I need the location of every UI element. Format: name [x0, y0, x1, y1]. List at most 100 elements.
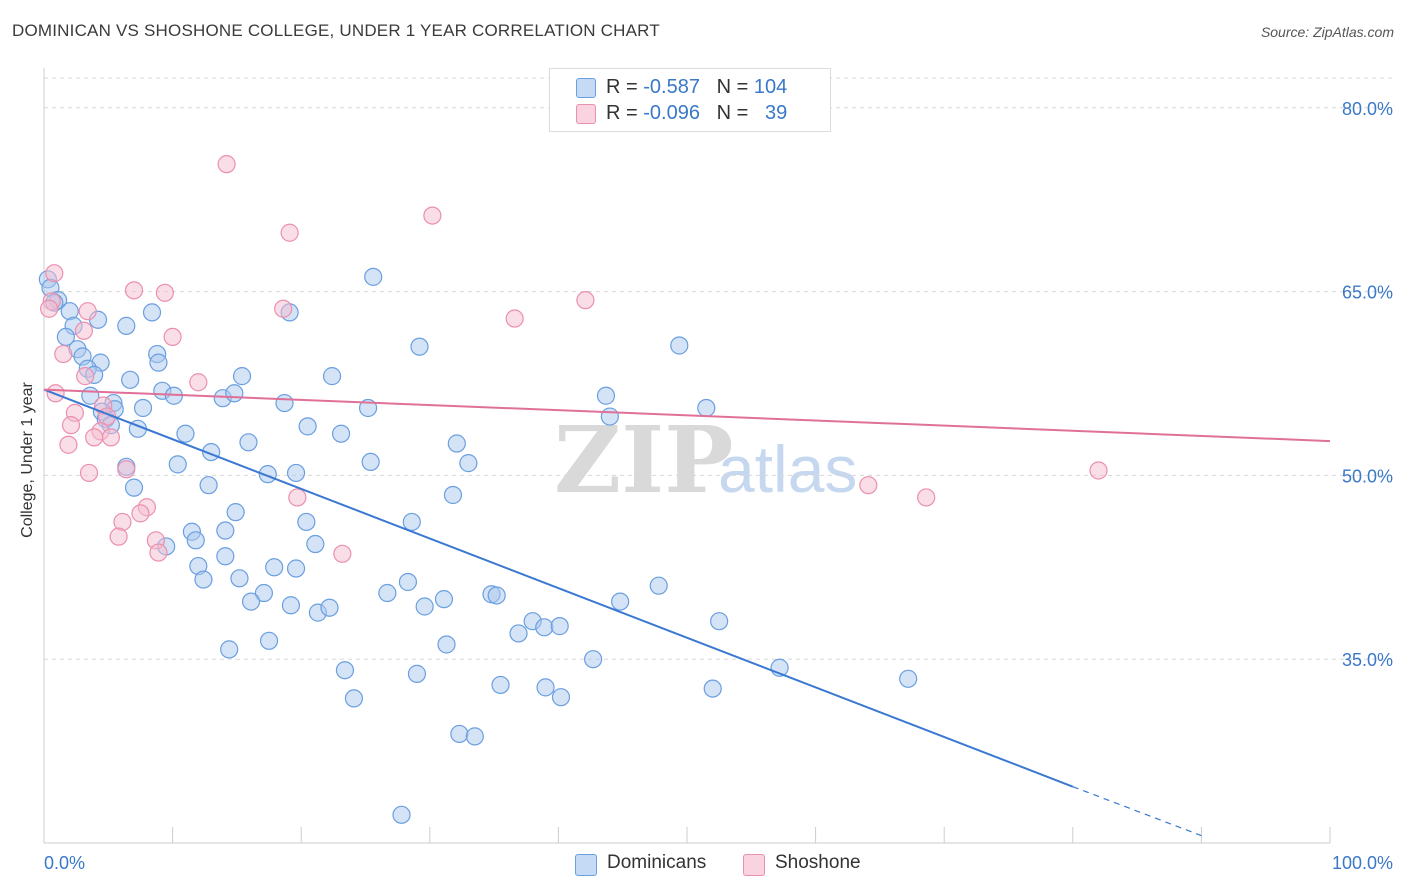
- x-tick-label: 100.0%: [1332, 853, 1393, 873]
- dominicans-point: [703, 679, 722, 698]
- shoshone-point: [124, 281, 144, 300]
- dominicans-point: [437, 635, 456, 654]
- dominicans-point: [142, 303, 162, 322]
- dominicans-point: [335, 661, 355, 680]
- dominicans-point: [259, 631, 279, 650]
- dominicans-point: [306, 534, 325, 554]
- shoshone-point: [189, 373, 208, 392]
- dominicans-point: [226, 503, 245, 522]
- y-tick-label: 80.0%: [1342, 99, 1393, 119]
- dominicans-point: [584, 650, 603, 669]
- dominicans-point: [298, 417, 317, 436]
- chart-title: DOMINICAN VS SHOSHONE COLLEGE, UNDER 1 Y…: [12, 21, 660, 40]
- dominicans-point: [331, 424, 351, 443]
- shoshone-point: [101, 428, 120, 447]
- legend-r-value: -0.587: [643, 76, 700, 98]
- dominicans-point: [378, 583, 397, 603]
- dominicans-point: [168, 455, 187, 474]
- dominicans-point: [536, 678, 555, 697]
- dominicans-point: [216, 521, 235, 540]
- shoshone-point: [217, 155, 236, 174]
- shoshone-point: [78, 302, 97, 321]
- dominicans-point: [535, 618, 554, 637]
- dominicans-point: [491, 675, 510, 695]
- dominicans-point: [509, 624, 528, 643]
- dominicans-point: [117, 316, 136, 335]
- source-label: Source: ZipAtlas.com: [1260, 24, 1394, 40]
- dominicans-point: [199, 476, 218, 495]
- y-tick-label: 65.0%: [1342, 283, 1393, 303]
- dominicans-point: [447, 434, 466, 453]
- bottom-legend-swatch-dominicans: [575, 854, 597, 876]
- shoshone-point: [54, 344, 73, 364]
- dominicans-point: [697, 398, 716, 418]
- dominicans-point: [611, 592, 630, 611]
- dominicans-point: [649, 576, 668, 595]
- dominicans-point: [254, 583, 274, 603]
- dominicans-point: [176, 424, 195, 443]
- dominicans-point: [124, 478, 144, 497]
- y-tick-label: 35.0%: [1342, 650, 1393, 670]
- x-tick-label: 0.0%: [44, 853, 85, 873]
- shoshone-point: [163, 327, 182, 347]
- dominicans-point: [407, 664, 427, 683]
- shoshone-point: [1089, 461, 1108, 480]
- dominicans-point: [225, 384, 244, 403]
- dominicans-point: [392, 805, 411, 824]
- dominicans-trendline-extension: [1072, 786, 1202, 837]
- dominicans-point: [241, 592, 261, 611]
- shoshone-point: [76, 367, 95, 386]
- dominicans-point: [450, 724, 469, 744]
- dominicans-point: [344, 689, 364, 708]
- dominicans-point: [364, 267, 383, 286]
- legend-r-label: R =: [606, 76, 644, 98]
- shoshone-point: [61, 416, 81, 435]
- dominicans-point: [216, 547, 235, 566]
- legend-n-label: N =: [716, 76, 754, 98]
- dominicans-point: [596, 386, 616, 405]
- shoshone-point: [917, 488, 936, 507]
- legend-swatch-shoshone: [576, 104, 596, 124]
- dominicans-point: [286, 559, 306, 578]
- bottom-legend-label-dominicans: Dominicans: [607, 852, 707, 873]
- shoshone-point: [859, 476, 878, 495]
- dominicans-point: [670, 336, 689, 355]
- dominicans-point: [550, 617, 569, 636]
- dominicans-point: [899, 669, 918, 688]
- shoshone-point: [155, 283, 174, 302]
- shoshone-point: [423, 206, 442, 225]
- shoshone-point: [85, 428, 104, 447]
- dominicans-point: [710, 612, 729, 631]
- dominicans-point: [133, 398, 153, 418]
- dominicans-point: [239, 433, 258, 452]
- dominicans-point: [600, 407, 619, 426]
- shoshone-point: [505, 309, 524, 328]
- shoshone-point: [117, 460, 136, 479]
- dominicans-point: [320, 598, 339, 617]
- shoshone-point: [131, 504, 150, 523]
- legend-n-value: 39: [765, 102, 788, 124]
- bottom-legend-swatch-shoshone: [743, 854, 765, 876]
- legend-n-label: N =: [716, 102, 754, 124]
- shoshone-trendline: [43, 388, 1331, 443]
- legend-swatch-dominicans: [576, 78, 596, 98]
- dominicans-point: [286, 463, 306, 483]
- shoshone-point: [280, 223, 299, 242]
- dominicans-point: [434, 590, 454, 609]
- dominicans-point: [410, 337, 429, 356]
- dominicans-point: [281, 596, 301, 615]
- shoshone-point: [45, 264, 64, 283]
- shoshone-point: [576, 291, 595, 310]
- dominicans-point: [297, 512, 316, 532]
- y-axis-label: College, Under 1 year: [19, 382, 36, 538]
- dominicans-point: [459, 454, 478, 473]
- shoshone-point: [274, 299, 293, 318]
- y-tick-label: 50.0%: [1342, 466, 1393, 486]
- dominicans-trendline: [43, 388, 1074, 788]
- dominicans-point: [230, 569, 249, 588]
- dominicans-point: [265, 558, 284, 577]
- dominicans-point: [361, 452, 380, 472]
- shoshone-point: [288, 488, 307, 507]
- dominicans-point: [465, 727, 484, 746]
